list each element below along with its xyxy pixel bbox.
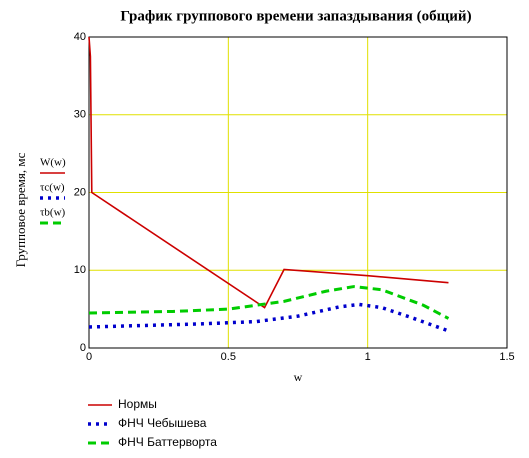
trace-label: τc(w)	[40, 182, 65, 194]
y-tick-label: 20	[74, 186, 86, 198]
trace-label: τb(w)	[40, 207, 66, 219]
y-tick-label: 0	[80, 342, 86, 354]
plot-frame	[88, 36, 508, 349]
series-line	[88, 36, 449, 309]
y-tick-label: 10	[74, 264, 86, 276]
series-line	[88, 302, 450, 333]
legend-label: ФНЧ Баттерворта	[118, 435, 217, 449]
series-line	[88, 285, 450, 320]
y-tick-label: 30	[74, 109, 86, 121]
legend-label: Нормы	[118, 397, 157, 411]
trace-label: W(w)	[40, 157, 66, 169]
x-tick-label: 0	[86, 351, 92, 363]
y-axis-label: Групповое время, мс	[13, 152, 28, 267]
chart-title: График группового времени запаздывания (…	[120, 8, 471, 24]
x-tick-label: 1	[365, 351, 371, 363]
x-tick-label: 1.5	[499, 351, 514, 363]
y-tick-label: 40	[74, 31, 86, 43]
legend-label: ФНЧ Чебышева	[118, 416, 207, 430]
x-tick-label: 0.5	[221, 351, 236, 363]
x-axis-label: w	[294, 370, 303, 384]
